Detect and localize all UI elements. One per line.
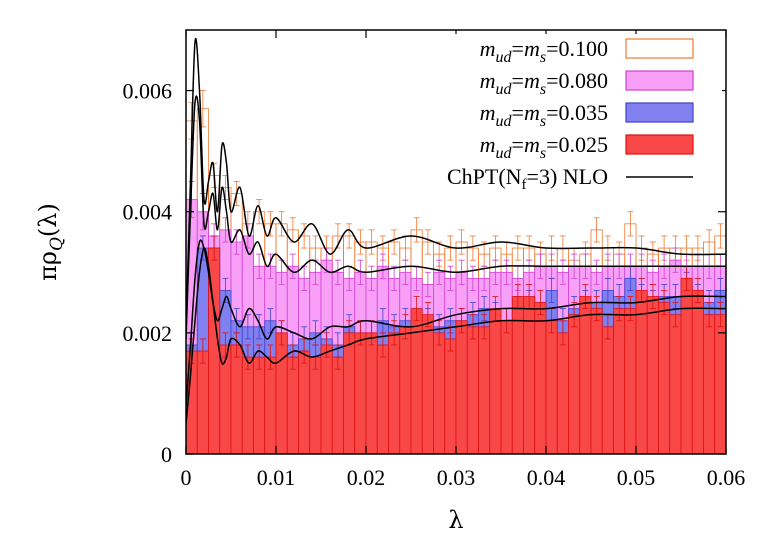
legend-swatch: [625, 38, 694, 59]
legend: mud=ms=0.100mud=ms=0.080mud=ms=0.035mud=…: [410, 34, 722, 193]
y-tick-label: 0.004: [123, 200, 173, 225]
legend-swatch: [625, 134, 694, 155]
bar: [399, 326, 412, 454]
bar: [241, 356, 254, 454]
y-axis-label: πρQ(λ): [34, 203, 67, 281]
x-tick-label: 0.02: [347, 465, 386, 490]
chpt-curve: [186, 247, 726, 424]
legend-label: mud=ms=0.025: [480, 132, 608, 162]
legend-label: mud=ms=0.035: [480, 100, 608, 130]
bar: [388, 332, 401, 454]
bar: [714, 314, 726, 454]
legend-label: mud=ms=0.100: [480, 36, 608, 66]
y-axis-label-sub: Q: [47, 237, 67, 251]
bar: [455, 320, 468, 454]
bar: [298, 350, 311, 454]
bar: [601, 326, 614, 454]
chpt-curve: [186, 239, 726, 406]
bar: [196, 350, 209, 454]
bar: [556, 332, 569, 454]
bar: [691, 290, 704, 454]
x-tick-label: 0.05: [617, 465, 656, 490]
bar: [466, 326, 479, 454]
bar: [320, 344, 333, 454]
curves-layer: [186, 38, 726, 424]
bar: [489, 308, 502, 454]
svg-text:πρQ(λ): πρQ(λ): [34, 203, 67, 281]
y-axis-label-prefix: πρ: [34, 251, 62, 281]
bar: [365, 332, 378, 454]
bar: [309, 356, 322, 454]
legend-label: ChPT(Nf=3) NLO: [447, 164, 608, 193]
bar: [613, 308, 626, 454]
series-0-025: [186, 235, 726, 454]
y-tick-label: 0: [161, 442, 172, 467]
bar: [500, 320, 513, 454]
bar: [545, 320, 558, 454]
bar: [331, 356, 344, 454]
bar: [669, 314, 682, 454]
bar: [354, 332, 367, 454]
bar: [230, 344, 243, 454]
y-tick-label: 0.006: [123, 79, 173, 104]
bar: [444, 338, 457, 454]
bar: [433, 332, 446, 454]
bars-layer: [186, 90, 726, 454]
x-tick-label: 0.06: [707, 465, 746, 490]
legend-label: mud=ms=0.080: [480, 68, 608, 98]
bar: [275, 332, 288, 454]
x-tick-label: 0: [181, 465, 192, 490]
y-axis-label-suffix: (λ): [34, 203, 62, 237]
legend-swatch: [625, 70, 694, 91]
bar: [478, 326, 491, 454]
bar: [534, 302, 547, 454]
y-tick-label: 0.002: [123, 321, 173, 346]
bar: [579, 296, 592, 454]
bar: [590, 308, 603, 454]
bar: [343, 332, 356, 454]
ticks-layer: 0 0.01 0.02 0.03 0.04 0.05 0.06 0 0.002 0.004 0.00…: [123, 30, 746, 490]
x-tick-label: 0.01: [257, 465, 296, 490]
bar: [658, 302, 671, 454]
chpt-curve: [186, 95, 726, 339]
bar: [568, 314, 581, 454]
x-axis-label: λ: [448, 506, 463, 534]
bar: [264, 356, 277, 454]
chpt-curve: [186, 38, 726, 327]
x-tick-label: 0.03: [437, 465, 476, 490]
bar: [703, 314, 716, 454]
bar: [253, 356, 266, 454]
bar: [376, 344, 389, 454]
bar: [410, 308, 423, 454]
bar: [286, 356, 299, 454]
x-tick-label: 0.04: [527, 465, 566, 490]
legend-swatch: [625, 102, 694, 123]
bar: [624, 308, 637, 454]
bar: [646, 296, 659, 454]
bar: [680, 277, 693, 454]
bar: [421, 314, 434, 454]
